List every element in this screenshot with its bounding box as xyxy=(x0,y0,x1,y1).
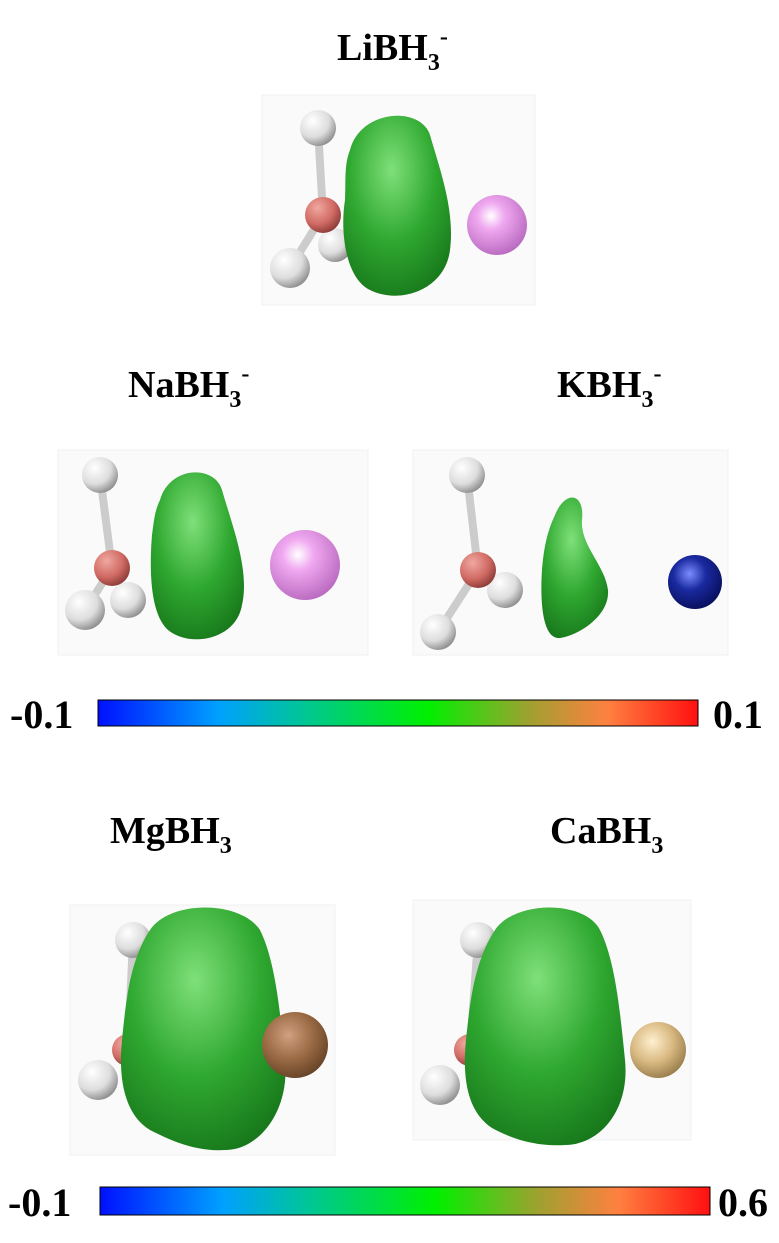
panel-label: KBH3- xyxy=(557,361,661,413)
colorbar-max: 0.1 xyxy=(713,692,763,737)
panel-label: MgBH3 xyxy=(110,810,232,859)
molecule-k xyxy=(413,450,728,655)
colorbar-min: -0.1 xyxy=(10,692,73,737)
colorbar xyxy=(100,1187,710,1215)
molecule-ca xyxy=(413,900,691,1145)
figure: -0.1 0.1 -0.1 0.6 LiBH3- NaBH3- KBH3- Mg… xyxy=(0,0,779,1243)
molecule-li xyxy=(262,95,535,305)
colorbar-min: -0.1 xyxy=(8,1180,71,1225)
colorbar-max: 0.6 xyxy=(718,1180,768,1225)
panel-label: CaBH3 xyxy=(550,810,663,859)
molecule-mg xyxy=(70,905,335,1155)
page: -0.1 0.1 -0.1 0.6 LiBH3- NaBH3- KBH3- Mg… xyxy=(0,0,779,1243)
molecule-na xyxy=(58,450,368,655)
colorbar xyxy=(98,700,698,726)
panel-label: NaBH3- xyxy=(128,361,249,413)
panel-label: LiBH3- xyxy=(337,24,448,76)
